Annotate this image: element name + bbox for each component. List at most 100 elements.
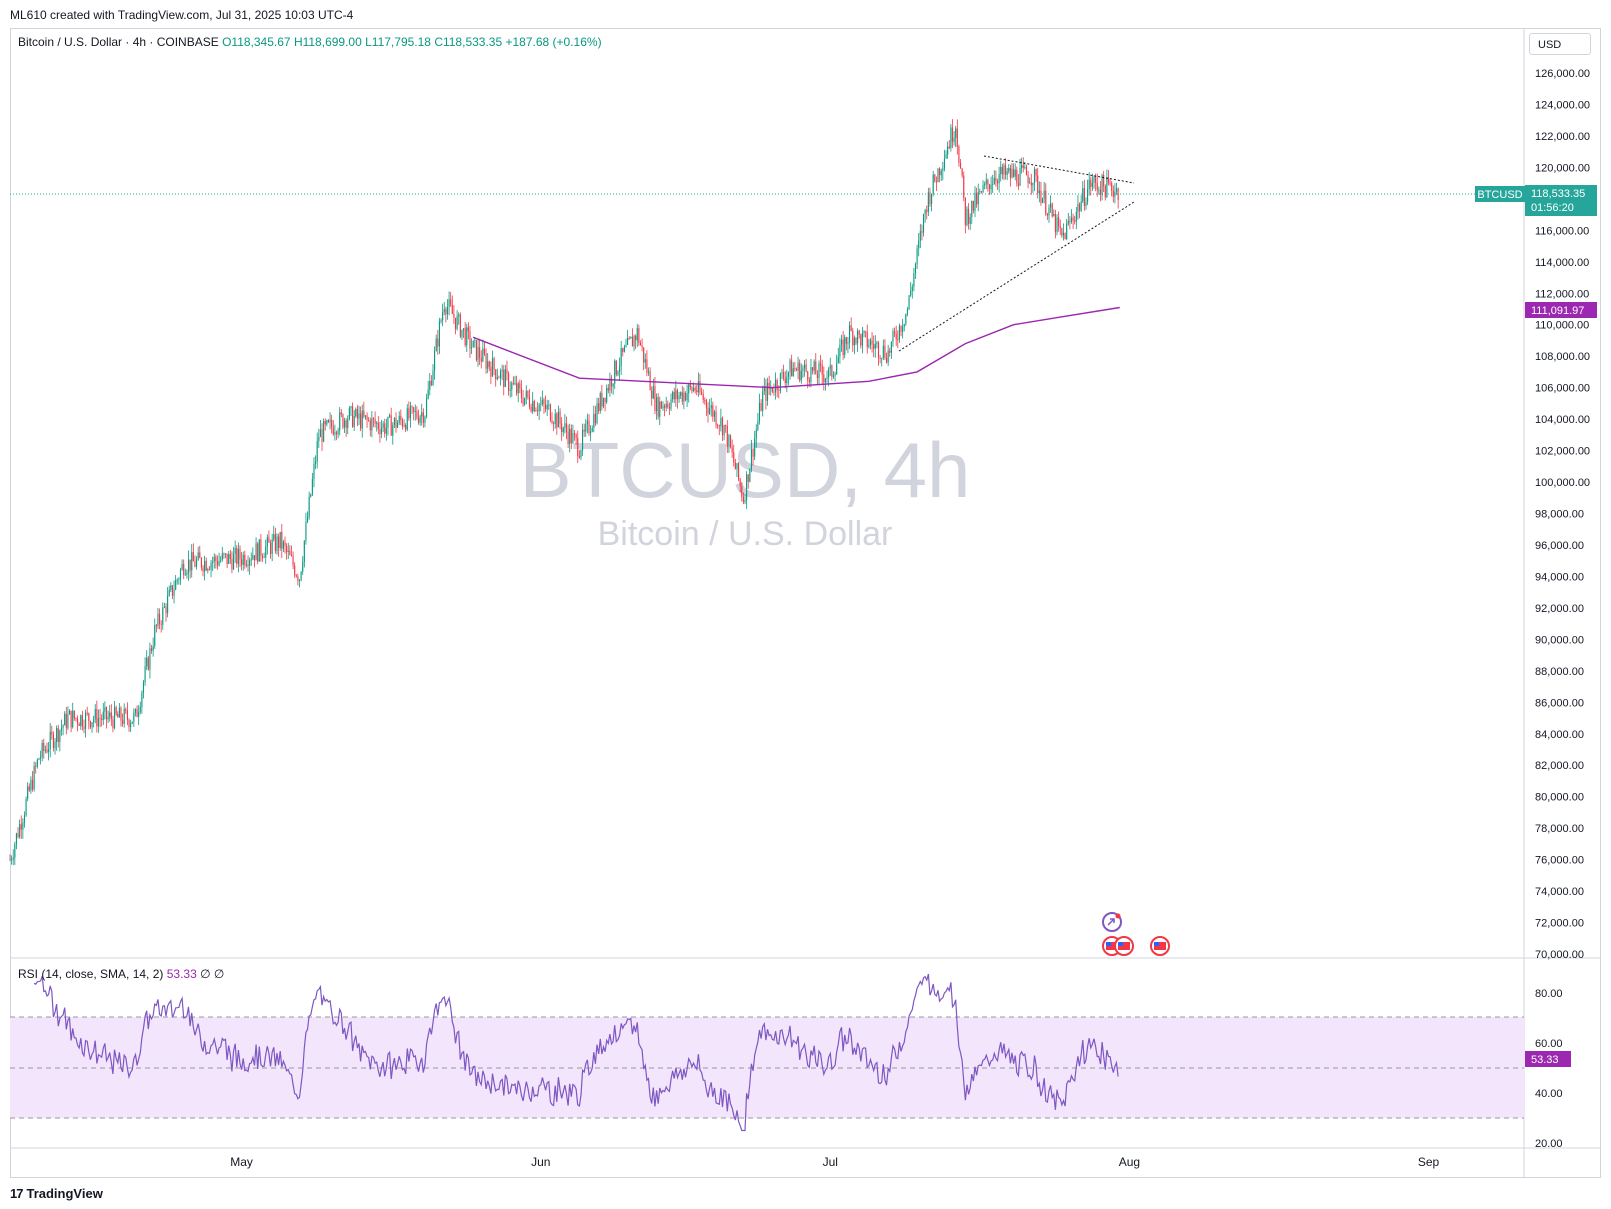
candle-body [429,380,431,390]
candle-body [91,722,93,728]
candle-body [279,531,281,548]
candle-body [147,657,149,670]
candle-body [836,363,838,374]
candle-body [118,707,120,718]
candle-body [56,728,58,742]
candle-body [750,449,753,470]
candle-body [557,411,560,428]
candle-body [384,423,386,434]
last-price-tag-bg [1525,185,1597,216]
candle-body [1056,217,1058,233]
candle-body [831,365,833,377]
candle-body [113,707,116,728]
candle-body [811,367,814,371]
candle-body [287,550,289,553]
symbol-legend[interactable]: Bitcoin / U.S. Dollar · 4h · COINBASE O1… [18,35,602,49]
candle-body [173,589,175,596]
candle-body [39,757,42,759]
candle-body [715,411,717,426]
candle-body [454,317,457,329]
candle-body [76,718,79,724]
candle-body [168,589,170,596]
candle-body [316,441,318,462]
candle-body [1059,226,1061,229]
candle-body [475,340,477,361]
candle-body [713,411,716,417]
candle-body [419,416,421,423]
candle-body [434,350,436,371]
event-icon-us-flag-2[interactable] [1114,936,1134,956]
candle-body [1045,190,1047,214]
candle-body [588,420,590,434]
candle-body [150,648,153,651]
rsi-legend[interactable]: RSI (14, close, SMA, 14, 2) 53.33 ∅ ∅ [18,967,224,981]
candle-body [874,343,876,349]
candle-body [36,759,38,767]
candle-body [46,749,48,753]
candle-body [882,345,884,358]
event-icon-us-flag-3[interactable] [1150,936,1170,956]
price-axis-label: 94,000.00 [1535,571,1584,583]
candle-body [479,347,481,358]
candle-body [221,553,223,560]
candle-body [1080,201,1082,211]
candle-body [834,373,836,376]
candle-body [1021,165,1023,169]
candle-body [996,181,999,184]
candle-body [105,707,108,720]
candle-body [355,408,357,417]
candle-body [1077,204,1079,212]
trendline-upper[interactable] [983,155,1135,184]
candle-body [133,712,135,722]
candle-body [303,540,305,562]
candle-body [253,555,256,561]
candle-body [278,536,280,548]
candle-body [607,387,609,391]
currency-selector[interactable]: USD [1529,33,1591,55]
candle-body [942,168,944,171]
candle-body [985,179,987,185]
candle-body [459,314,461,337]
candle-body [1011,168,1013,178]
candle-body [565,423,568,432]
candle-body [176,579,178,581]
candle-body [974,192,976,211]
candle-body [860,334,862,346]
candle-body [1061,228,1063,236]
candle-body [210,562,212,570]
price-axis-label: 106,000.00 [1535,383,1590,395]
candle-body [929,192,931,205]
candle-body [787,372,789,377]
candle-body [937,168,939,183]
candle-body [950,127,952,149]
event-icon-crypto[interactable] [1102,912,1122,932]
candle-body [149,648,151,670]
candle-body [549,404,551,421]
candle-body [1013,168,1015,177]
candle-body [171,585,174,596]
candle-body [738,463,740,480]
candle-body [31,779,34,790]
trendline-lower[interactable] [898,201,1135,352]
candle-body [220,559,222,561]
candle-body [905,313,907,324]
candle-body [829,365,831,369]
watermark-name: Bitcoin / U.S. Dollar [598,515,893,553]
candle-body [405,425,407,430]
candle-body [216,561,219,566]
candle-body [1115,188,1118,192]
candle-body [591,428,593,432]
tradingview-logo[interactable]: 17 TradingView [10,1186,103,1201]
candle-body [718,425,720,427]
candle-body [54,741,56,749]
candle-body [485,353,487,369]
candle-body [620,348,622,367]
candle-body [321,429,323,442]
candle-body [520,388,523,399]
rsi-axis-label: 60.00 [1535,1038,1563,1050]
candle-body [536,410,539,412]
candle-body [231,558,233,570]
candle-body [199,552,201,559]
candle-body [213,556,215,562]
